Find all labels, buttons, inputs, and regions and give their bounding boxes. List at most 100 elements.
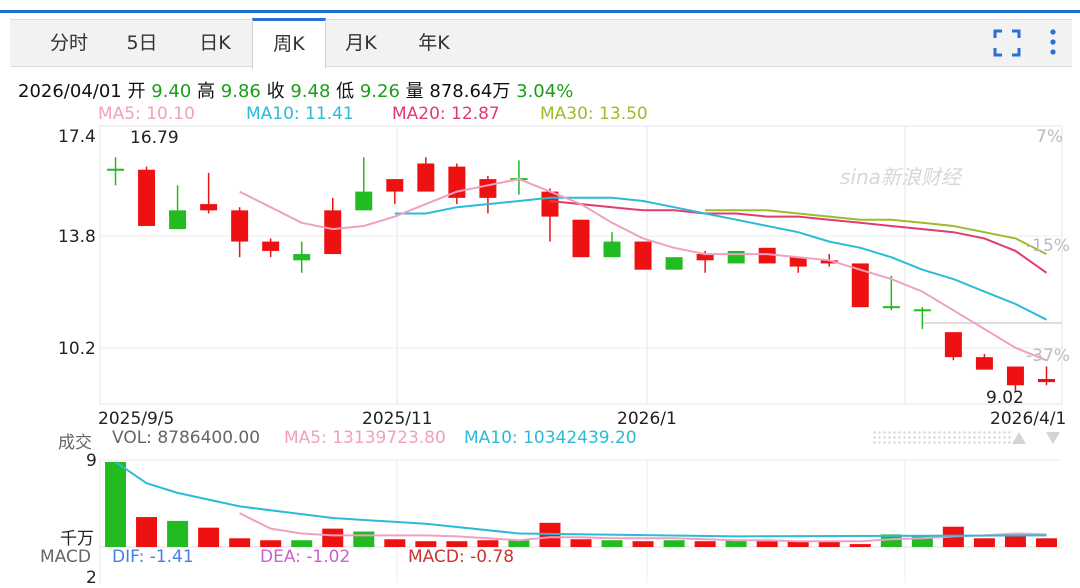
volume-bar: [477, 540, 499, 547]
close-label: 收: [266, 81, 285, 102]
candle-body: [1006, 366, 1024, 386]
pct-tick-top: 7%: [1036, 127, 1063, 147]
tab-intraday[interactable]: 分时: [49, 32, 88, 54]
date-tick-start: 2025/9/5: [98, 409, 175, 429]
volume-bar: [694, 541, 716, 547]
macd-title: MACD: [40, 547, 91, 567]
candle-body: [107, 168, 125, 171]
candle-body: [975, 357, 993, 370]
min-price-annotation: 9.02: [986, 388, 1024, 408]
candle-body: [665, 257, 683, 270]
volume-bar: [415, 541, 437, 547]
date-tick-jan: 2026/1: [617, 409, 677, 429]
fullscreen-icon[interactable]: [990, 26, 1024, 60]
more-vertical-icon[interactable]: [1036, 26, 1070, 60]
volume-bar: [1004, 533, 1026, 547]
candle-body: [913, 309, 931, 312]
volume-bar: [725, 540, 747, 547]
volume-bar: [291, 540, 313, 547]
volume-bar: [322, 528, 344, 547]
volume-bar: [849, 544, 871, 547]
volume-label: 量: [405, 81, 424, 102]
volume-bar: [539, 522, 561, 547]
candle-body: [200, 204, 218, 211]
pct-tick-mid: -15%: [1026, 236, 1070, 256]
volume-bar: [911, 535, 933, 547]
max-price-annotation: 16.79: [130, 128, 179, 148]
macd-tick-top: 2: [86, 568, 97, 588]
ma20-line: [549, 200, 1048, 274]
volume-bar: [1035, 538, 1057, 547]
volume-bar: [632, 541, 654, 547]
candle-body: [541, 191, 559, 217]
volume-bar: [384, 539, 406, 547]
candle-body: [479, 179, 497, 198]
volume-title: 成交: [58, 433, 92, 453]
candle-body: [851, 263, 869, 308]
period-tab-bar: 分时 5日 日K 周K 月K 年K: [10, 18, 1072, 69]
tab-daily-k[interactable]: 日K: [199, 32, 231, 54]
quote-summary: 2026/04/01 开 9.40 高 9.86 收 9.48 低 9.26 量…: [18, 77, 573, 103]
pct-tick-low: -37%: [1026, 346, 1070, 366]
candle-body: [138, 169, 156, 226]
ma30-readout: MA30: 13.50: [540, 104, 648, 124]
candle-body: [262, 241, 280, 251]
price-tick-top: 17.4: [58, 127, 96, 147]
volume-bar: [136, 517, 158, 547]
volume-readout: VOL: 8786400.00: [112, 428, 261, 448]
candle-body: [789, 257, 807, 267]
volume-bar: [973, 538, 995, 547]
date-tick-end: 2026/4/1: [990, 409, 1067, 429]
low-value: 9.26: [359, 81, 400, 102]
candle-body: [727, 250, 745, 264]
open-value: 9.40: [151, 81, 192, 102]
candle-body: [696, 254, 714, 261]
change-percent: 3.04%: [516, 81, 574, 102]
volume-bar: [570, 539, 592, 547]
candle-body: [572, 219, 590, 258]
volume-bar: [508, 540, 530, 547]
volume-ma10-line: [114, 461, 1047, 538]
date-tick-nov: 2025/11: [362, 409, 433, 429]
close-value: 9.48: [290, 81, 331, 102]
price-panel-frame: [99, 125, 1063, 405]
candle-body: [417, 163, 435, 192]
volume-bar: [756, 541, 778, 547]
candle-body: [355, 191, 373, 211]
macd-value: MACD: -0.78: [408, 547, 515, 567]
volume-value: 878.64万: [429, 81, 511, 102]
tab-yearly-k[interactable]: 年K: [418, 32, 450, 54]
volume-ma5-readout: MA5: 13139723.80: [284, 428, 446, 448]
high-label: 高: [197, 81, 216, 102]
quote-date: 2026/04/01: [18, 81, 122, 102]
candle-body: [386, 179, 404, 192]
candle-body: [231, 210, 249, 242]
candle-body: [324, 210, 342, 255]
candle-body: [634, 241, 652, 270]
scroll-down-icon[interactable]: [1046, 432, 1060, 444]
ma5-readout: MA5: 10.10: [98, 104, 195, 124]
candle-body: [1037, 379, 1055, 383]
ma30-line: [705, 209, 1047, 255]
candle-body: [169, 210, 187, 230]
ma5-line: [239, 178, 1047, 362]
collapse-toggle[interactable]: [872, 430, 1012, 444]
price-tick-mid: 13.8: [58, 227, 96, 247]
sina-watermark: sina新浪财经: [840, 165, 963, 189]
tab-5day[interactable]: 5日: [126, 32, 158, 54]
volume-bar: [198, 527, 220, 547]
tab-weekly-k[interactable]: 周K: [252, 18, 326, 69]
volume-bar: [663, 540, 685, 547]
volume-bar: [167, 520, 189, 547]
volume-bar: [105, 461, 127, 547]
scroll-up-icon[interactable]: [1012, 432, 1026, 444]
candle-body: [758, 247, 776, 264]
volume-bar: [229, 538, 251, 547]
ma20-readout: MA20: 12.87: [392, 104, 500, 124]
candle-body: [882, 306, 900, 309]
tab-monthly-k[interactable]: 月K: [345, 32, 377, 54]
candle-body: [944, 332, 962, 358]
top-accent-line: [0, 10, 1080, 13]
candle-body: [603, 241, 621, 258]
